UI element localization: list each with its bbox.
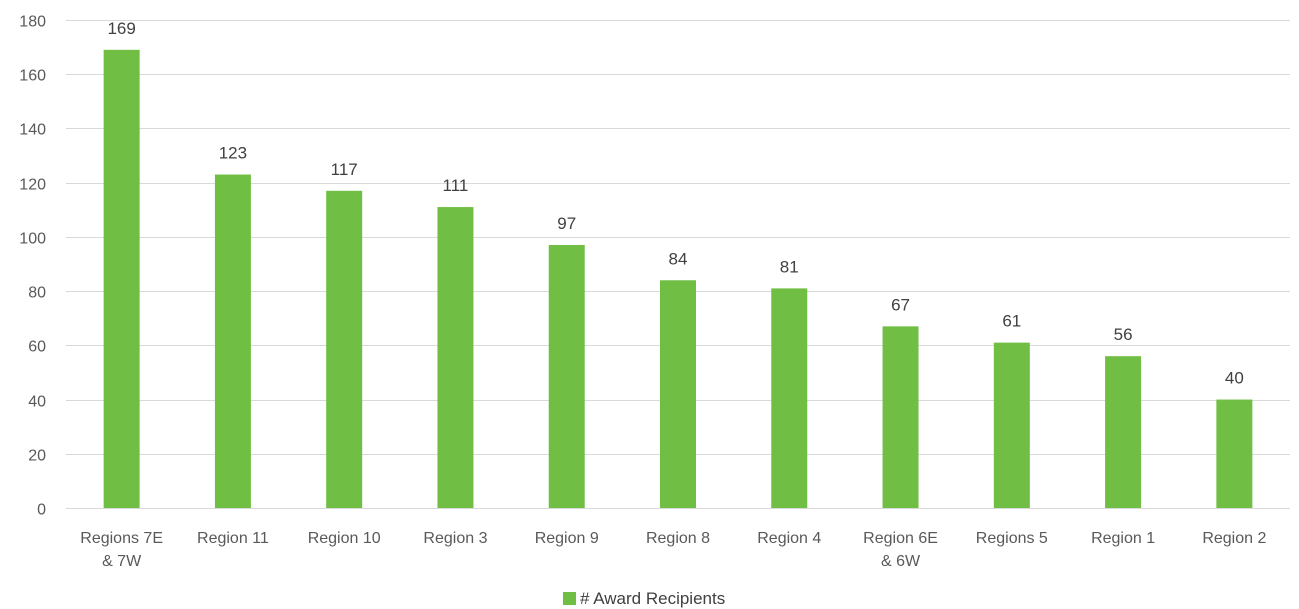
y-tick-label: 100 [19, 231, 46, 248]
data-label: 81 [780, 257, 799, 276]
data-label: 61 [1002, 312, 1021, 331]
x-tick-label: Region 2 [1202, 530, 1266, 547]
data-label: 169 [107, 19, 135, 38]
data-label: 111 [443, 176, 469, 195]
bar [437, 207, 474, 509]
bars [103, 49, 1253, 509]
x-tick-label: Region 1 [1091, 530, 1155, 547]
data-label: 84 [669, 249, 688, 268]
y-tick-label: 60 [28, 339, 46, 356]
y-tick-label: 140 [19, 122, 46, 139]
y-tick-label: 180 [19, 14, 46, 31]
data-label: 123 [219, 144, 247, 163]
x-tick-label: Regions 7E & 7W [80, 530, 163, 570]
x-tick-label: Region 9 [535, 530, 599, 547]
y-tick-label: 40 [28, 394, 46, 411]
bar [771, 288, 808, 508]
x-tick-label: Region 8 [646, 530, 710, 547]
legend: # Award Recipients [563, 589, 725, 608]
y-tick-label: 120 [19, 177, 46, 194]
bar [882, 326, 919, 508]
y-tick-label: 20 [28, 448, 46, 465]
bar [660, 280, 696, 508]
data-label: 97 [557, 214, 576, 233]
legend-swatch [563, 592, 576, 605]
y-tick-label: 160 [19, 68, 46, 85]
data-label: 56 [1114, 325, 1133, 344]
y-tick-label: 80 [28, 285, 46, 302]
bar [103, 49, 140, 508]
data-label: 117 [331, 160, 358, 179]
bar [1216, 399, 1253, 508]
bar [1105, 356, 1142, 508]
x-tick-label: Region 4 [757, 530, 821, 547]
bar [548, 245, 585, 508]
x-tick-label: Region 10 [308, 530, 381, 547]
y-tick-label: 0 [37, 502, 46, 519]
bar [326, 190, 363, 509]
legend-label: # Award Recipients [580, 589, 725, 608]
data-label: 40 [1225, 369, 1244, 388]
bar [214, 174, 251, 509]
data-labels: 169 123 117 111 97 84 81 67 61 56 40 [107, 19, 1243, 388]
bar [993, 342, 1030, 508]
x-tick-label: Region 6E & 6W [863, 530, 938, 570]
data-label: 67 [891, 295, 910, 314]
x-tick-label: Regions 5 [976, 530, 1048, 547]
x-tick-label: Region 11 [197, 530, 269, 547]
y-axis-ticks: 0 20 40 60 80 100 120 140 160 180 [19, 14, 46, 519]
x-tick-label: Region 3 [423, 530, 487, 547]
x-axis-ticks: Regions 7E & 7W Region 11 Region 10 Region 3… [80, 530, 1266, 570]
